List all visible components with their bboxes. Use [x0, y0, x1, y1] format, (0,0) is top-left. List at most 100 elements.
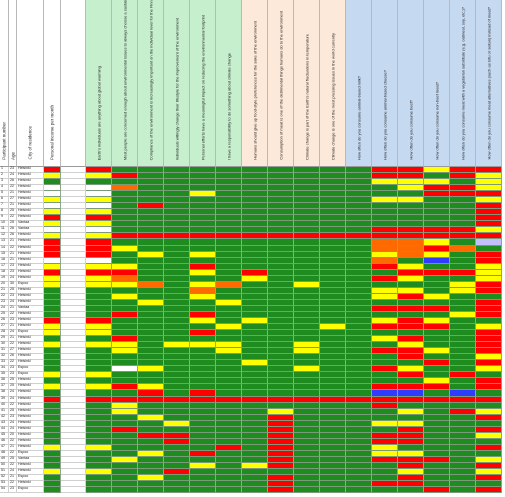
answer-cell[interactable]: [398, 209, 424, 216]
answer-cell[interactable]: [112, 354, 138, 361]
answer-cell[interactable]: [320, 251, 346, 258]
answer-cell[interactable]: [372, 311, 398, 318]
answer-cell[interactable]: [320, 185, 346, 192]
answer-cell[interactable]: [320, 293, 346, 300]
answer-cell[interactable]: [86, 324, 112, 331]
answer-cell[interactable]: [450, 197, 476, 204]
answer-cell[interactable]: [346, 191, 372, 198]
age-cell[interactable]: 25: [9, 208, 17, 216]
answer-cell[interactable]: [476, 293, 502, 300]
answer-cell[interactable]: [138, 275, 164, 282]
answer-cell[interactable]: [216, 269, 242, 276]
answer-cell[interactable]: [372, 342, 398, 349]
answer-cell[interactable]: [216, 475, 242, 482]
answer-cell[interactable]: [86, 450, 112, 457]
age-cell[interactable]: 24: [9, 275, 17, 282]
income-cell[interactable]: [44, 456, 61, 463]
answer-cell[interactable]: [190, 360, 216, 367]
blank-cell[interactable]: [61, 487, 86, 494]
answer-cell[interactable]: [112, 185, 138, 192]
answer-cell[interactable]: [320, 366, 346, 373]
city-cell[interactable]: Espoo: [17, 365, 44, 373]
answer-cell[interactable]: [112, 366, 138, 373]
answer-cell[interactable]: [164, 438, 190, 445]
city-cell[interactable]: Helsinki: [17, 184, 44, 192]
blank-cell[interactable]: [61, 263, 86, 270]
answer-cell[interactable]: [242, 475, 268, 482]
participant-cell[interactable]: 42: [0, 414, 9, 421]
answer-cell[interactable]: [86, 209, 112, 216]
answer-cell[interactable]: [346, 179, 372, 186]
answer-cell[interactable]: [424, 462, 450, 469]
answer-cell[interactable]: [216, 481, 242, 488]
answer-cell[interactable]: [112, 342, 138, 349]
answer-cell[interactable]: [112, 348, 138, 355]
city-cell[interactable]: Helsinki: [17, 214, 44, 222]
age-cell[interactable]: 21: [9, 238, 17, 246]
answer-cell[interactable]: [476, 414, 502, 421]
answer-cell[interactable]: [268, 378, 294, 385]
column-header-q9[interactable]: Climate change is part of the Earth's na…: [294, 0, 320, 167]
answer-cell[interactable]: [372, 330, 398, 337]
answer-cell[interactable]: [268, 324, 294, 331]
answer-cell[interactable]: [138, 475, 164, 482]
answer-cell[interactable]: [242, 209, 268, 216]
answer-cell[interactable]: [320, 245, 346, 252]
answer-cell[interactable]: [294, 420, 320, 427]
city-cell[interactable]: Helsinki: [17, 311, 44, 318]
age-cell[interactable]: 26: [9, 178, 17, 186]
answer-cell[interactable]: [424, 438, 450, 445]
answer-cell[interactable]: [398, 293, 424, 300]
answer-cell[interactable]: [268, 263, 294, 270]
answer-cell[interactable]: [346, 318, 372, 325]
answer-cell[interactable]: [346, 408, 372, 415]
participant-cell[interactable]: 4: [0, 184, 9, 192]
answer-cell[interactable]: [190, 475, 216, 482]
blank-cell[interactable]: [61, 191, 86, 198]
answer-cell[interactable]: [450, 293, 476, 300]
answer-cell[interactable]: [138, 299, 164, 306]
answer-cell[interactable]: [112, 420, 138, 427]
answer-cell[interactable]: [190, 227, 216, 234]
answer-cell[interactable]: [476, 402, 502, 409]
answer-cell[interactable]: [268, 167, 294, 174]
column-header-q4[interactable]: Individuals willingly change their lifes…: [164, 0, 190, 167]
answer-cell[interactable]: [86, 257, 112, 264]
answer-cell[interactable]: [294, 456, 320, 463]
answer-cell[interactable]: [268, 438, 294, 445]
blank-cell[interactable]: [61, 197, 86, 204]
answer-cell[interactable]: [398, 487, 424, 494]
answer-cell[interactable]: [112, 239, 138, 246]
answer-cell[interactable]: [424, 221, 450, 228]
participant-cell[interactable]: 39: [0, 396, 9, 403]
city-cell[interactable]: Helsinki: [17, 293, 44, 300]
answer-cell[interactable]: [190, 251, 216, 258]
answer-cell[interactable]: [138, 179, 164, 186]
answer-cell[interactable]: [320, 390, 346, 397]
blank-cell[interactable]: [61, 475, 86, 482]
answer-cell[interactable]: [242, 287, 268, 294]
answer-cell[interactable]: [320, 227, 346, 234]
answer-cell[interactable]: [242, 251, 268, 258]
age-cell[interactable]: 20: [9, 432, 17, 439]
answer-cell[interactable]: [372, 469, 398, 476]
answer-cell[interactable]: [164, 209, 190, 216]
column-header-q5[interactable]: Personal efforts have a meaningful impac…: [190, 0, 216, 167]
answer-cell[interactable]: [424, 185, 450, 192]
answer-cell[interactable]: [242, 245, 268, 252]
participant-cell[interactable]: 53: [0, 480, 9, 488]
answer-cell[interactable]: [450, 426, 476, 433]
participant-cell[interactable]: 12: [0, 232, 9, 240]
answer-cell[interactable]: [346, 311, 372, 318]
answer-cell[interactable]: [164, 263, 190, 270]
city-cell[interactable]: Helsinki: [17, 347, 44, 355]
blank-cell[interactable]: [61, 408, 86, 415]
participant-cell[interactable]: 18: [0, 269, 9, 276]
answer-cell[interactable]: [190, 167, 216, 174]
answer-cell[interactable]: [112, 462, 138, 469]
answer-cell[interactable]: [138, 203, 164, 210]
answer-cell[interactable]: [242, 469, 268, 476]
age-cell[interactable]: 22: [9, 402, 17, 409]
answer-cell[interactable]: [372, 450, 398, 457]
answer-cell[interactable]: [372, 191, 398, 198]
